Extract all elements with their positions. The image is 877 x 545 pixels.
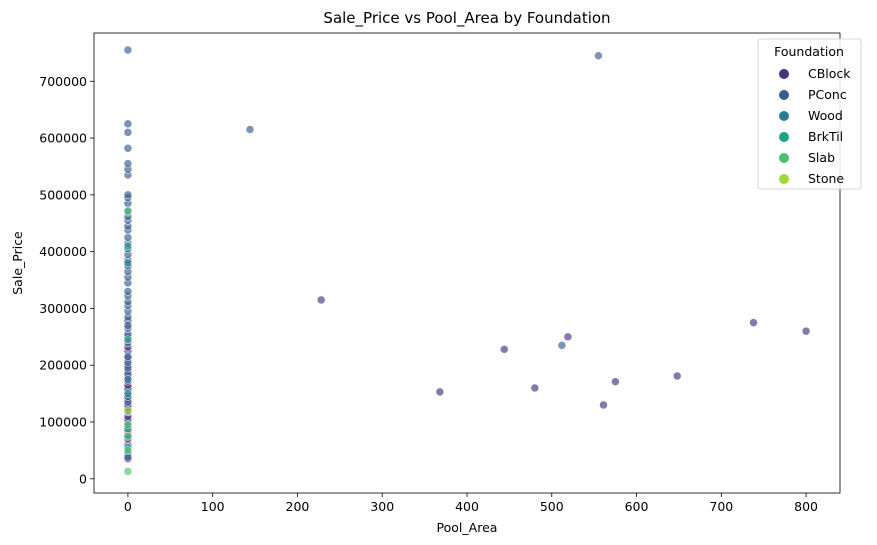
data-point [594,51,603,61]
legend-title: Foundation [774,44,844,59]
data-point [599,400,608,410]
legend-marker [779,132,789,142]
legend: Foundation CBlock PConc Wood BrkTil Slab Ston… [757,38,862,190]
x-axis-label: Pool_Area [437,520,498,535]
points-layer [123,45,811,476]
data-point [499,345,509,354]
legend-entry-label: Stone [808,171,844,186]
data-point [123,287,133,296]
data-point [123,206,133,216]
legend-entry-label: PConc [808,87,847,102]
x-tick-label: 500 [540,499,564,514]
legend-entry-label: Wood [808,108,843,123]
data-point [123,159,133,168]
y-axis: 0 100000 200000 300000 400000 500000 600000 700… [39,74,94,486]
y-tick-label: 0 [79,471,87,486]
x-tick-label: 600 [625,499,649,514]
data-point [530,383,540,393]
data-point [123,233,133,242]
data-point [563,332,573,342]
data-point [123,335,133,344]
data-point [123,321,133,330]
data-point [123,352,133,362]
y-tick-label: 500000 [39,187,87,202]
data-point [123,389,133,398]
y-tick-label: 200000 [39,358,87,373]
plot-frame [93,32,841,494]
data-point [123,431,133,441]
chart-title: Sale_Price vs Pool_Area by Foundation [323,9,610,28]
legend-marker [779,174,789,184]
data-point [611,377,620,386]
x-tick-label: 700 [709,499,733,514]
data-point [123,241,133,251]
data-point [801,326,811,336]
y-tick-label: 600000 [39,131,87,146]
legend-marker [779,69,789,79]
data-point [435,387,445,397]
y-tick-label: 400000 [39,244,87,259]
y-tick-label: 300000 [39,301,87,316]
legend-marker [779,153,789,163]
data-point [123,406,133,415]
x-tick-label: 100 [201,499,225,514]
legend-entry-label: CBlock [808,66,851,81]
data-point [316,295,326,305]
data-point [123,190,133,200]
y-tick-label: 700000 [39,74,87,89]
data-point [123,258,133,268]
data-point [749,318,758,327]
data-point [123,143,133,153]
data-point [123,128,133,137]
legend-entry-label: BrkTil [808,129,843,144]
x-tick-label: 200 [286,499,310,514]
x-tick-label: 300 [370,499,394,514]
data-point [123,375,133,384]
y-axis-label: Sale_Price [10,231,25,295]
data-point [245,125,255,134]
legend-marker [779,111,789,121]
data-point [672,371,682,381]
data-point [557,341,567,350]
y-tick-label: 100000 [39,415,87,430]
x-tick-label: 400 [455,499,479,514]
x-tick-label: 0 [124,499,132,514]
data-point [123,119,133,129]
data-point [123,467,133,476]
legend-marker [779,90,789,100]
data-point [123,45,133,55]
legend-entry-label: Slab [808,150,835,165]
x-axis: 0 100 200 300 400 500 600 700 800 [124,493,818,514]
x-tick-label: 800 [794,499,818,514]
data-point [123,446,133,455]
data-point [123,420,133,430]
